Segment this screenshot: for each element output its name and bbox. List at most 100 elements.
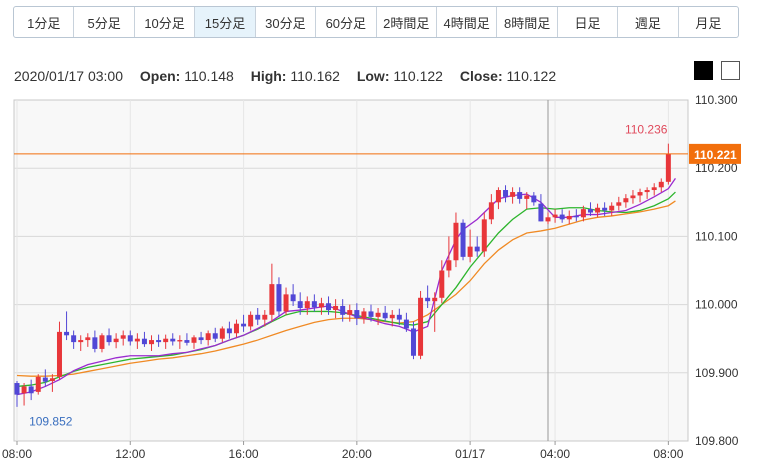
candle-down — [559, 214, 565, 220]
tab-timeframe[interactable]: 8時間足 — [497, 7, 558, 37]
candle-up — [481, 219, 487, 252]
candle-down — [326, 303, 332, 311]
x-tick-label: 04:00 — [540, 447, 570, 461]
candle-up — [432, 297, 438, 302]
candle-up — [418, 297, 424, 356]
candle-down — [14, 383, 20, 395]
candle-up — [375, 312, 381, 317]
tab-timeframe[interactable]: 週足 — [618, 7, 679, 37]
candle-down — [602, 207, 608, 211]
y-tick-label: 110.100 — [695, 229, 738, 243]
candle-up — [389, 314, 395, 319]
candle-down — [198, 337, 204, 341]
candle-down — [460, 222, 466, 257]
candle-up — [616, 202, 622, 206]
candle-down — [92, 337, 98, 349]
candle-down — [127, 335, 133, 342]
candle-up — [580, 209, 586, 218]
candle-down — [531, 195, 537, 203]
candle-up — [609, 205, 615, 211]
candle-down — [340, 305, 346, 315]
y-tick-label: 110.300 — [695, 93, 738, 107]
candle-down — [255, 314, 261, 320]
light-theme-button[interactable] — [721, 61, 740, 80]
y-tick-label: 109.900 — [695, 366, 739, 380]
current-price-label: 110.221 — [694, 148, 737, 162]
y-tick-label: 110.200 — [695, 161, 738, 175]
high-label: High: — [250, 68, 287, 84]
candle-down — [64, 331, 70, 336]
candle-up — [248, 314, 254, 327]
candle-down — [403, 319, 409, 329]
plot-area — [13, 99, 689, 442]
low-marker-label: 109.852 — [29, 415, 73, 429]
x-tick-label: 20:00 — [342, 447, 372, 461]
candle-up — [595, 207, 601, 213]
candle-down — [311, 301, 317, 308]
tab-timeframe[interactable]: 1分足 — [14, 7, 75, 37]
candle-up — [233, 323, 239, 334]
candle-down — [573, 215, 579, 218]
candle-up — [630, 195, 636, 199]
candle-down — [226, 328, 232, 334]
candle-down — [212, 333, 218, 339]
candle-up — [134, 338, 140, 342]
candle-down — [71, 335, 77, 343]
tab-timeframe[interactable]: 4時間足 — [437, 7, 498, 37]
candle-up — [56, 331, 62, 377]
candle-down — [156, 340, 162, 343]
tab-timeframe[interactable]: 10分足 — [135, 7, 196, 37]
candle-up — [651, 187, 657, 191]
candle-down — [396, 314, 402, 320]
high-marker-label: 110.236 — [625, 123, 668, 137]
candle-up — [644, 190, 650, 193]
candle-down — [538, 203, 544, 222]
x-tick-label: 08:00 — [2, 447, 32, 461]
candle-up — [163, 338, 169, 343]
candle-up — [219, 328, 225, 339]
candle-up — [453, 222, 459, 261]
ohlc-info-bar: 2020/01/17 03:00 Open: 110.148 High: 110… — [14, 68, 556, 84]
candle-up — [637, 192, 643, 196]
candle-down — [425, 297, 431, 302]
candle-up — [205, 333, 211, 341]
tab-timeframe[interactable]: 2時間足 — [377, 7, 437, 37]
candle-down — [297, 301, 303, 309]
tab-timeframe[interactable]: 15分足 — [195, 7, 256, 37]
close-label: Close: — [459, 68, 503, 84]
candle-down — [503, 190, 509, 197]
candle-up — [177, 340, 183, 342]
candle-up — [78, 340, 84, 343]
candle-down — [290, 294, 296, 302]
tab-timeframe[interactable]: 日足 — [558, 7, 619, 37]
open-label: Open: — [139, 68, 181, 84]
tab-timeframe[interactable]: 30分足 — [256, 7, 317, 37]
tab-timeframe[interactable]: 60分足 — [316, 7, 377, 37]
candle-up — [269, 284, 275, 315]
candle-up — [262, 314, 268, 320]
candle-up — [623, 198, 629, 203]
current-price-badge — [689, 143, 741, 164]
ohlc-datetime: 2020/01/17 03:00 — [14, 68, 123, 84]
candle-up — [439, 270, 445, 298]
tab-timeframe[interactable]: 月足 — [695, 15, 722, 31]
candle-up — [333, 305, 339, 311]
candle-down — [368, 311, 374, 317]
dark-theme-button[interactable] — [694, 61, 713, 80]
low-value: 110.122 — [393, 68, 443, 84]
x-tick-label: 01/17 — [455, 447, 485, 461]
candle-up — [566, 215, 572, 220]
candle-up — [510, 192, 516, 197]
candle-up — [99, 335, 105, 349]
candle-down — [141, 338, 147, 345]
candle-up — [304, 301, 310, 309]
candle-down — [184, 340, 190, 343]
tab-timeframe[interactable]: 5分足 — [74, 7, 135, 37]
open-value: 110.148 — [184, 68, 234, 84]
low-label: Low: — [356, 68, 390, 84]
y-tick-label: 109.800 — [695, 434, 739, 448]
candle-up — [85, 337, 91, 341]
candle-up — [318, 303, 324, 308]
candle-down — [42, 377, 48, 382]
candle-up — [191, 337, 197, 343]
